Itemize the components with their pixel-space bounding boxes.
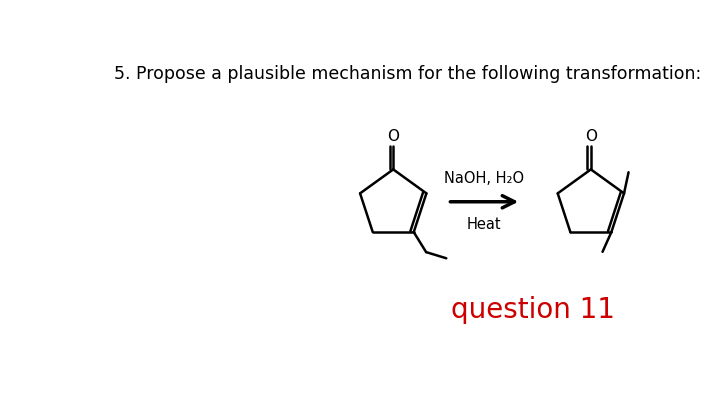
Text: question 11: question 11 xyxy=(451,296,614,324)
Text: O: O xyxy=(585,129,597,144)
Text: O: O xyxy=(387,129,399,144)
Text: NaOH, H₂O: NaOH, H₂O xyxy=(444,172,524,186)
Text: Heat: Heat xyxy=(467,217,502,232)
Text: 5. Propose a plausible mechanism for the following transformation:: 5. Propose a plausible mechanism for the… xyxy=(114,65,702,84)
